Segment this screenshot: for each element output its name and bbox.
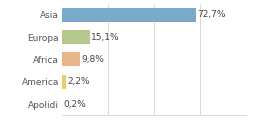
Text: 0,2%: 0,2%	[64, 99, 86, 108]
Text: 72,7%: 72,7%	[197, 10, 226, 19]
Bar	[62, 75, 66, 89]
Text: 2,2%: 2,2%	[67, 77, 90, 86]
Bar	[62, 8, 196, 22]
Bar	[62, 30, 90, 44]
Text: 9,8%: 9,8%	[81, 55, 104, 64]
Bar	[62, 52, 80, 66]
Text: 15,1%: 15,1%	[91, 33, 120, 42]
